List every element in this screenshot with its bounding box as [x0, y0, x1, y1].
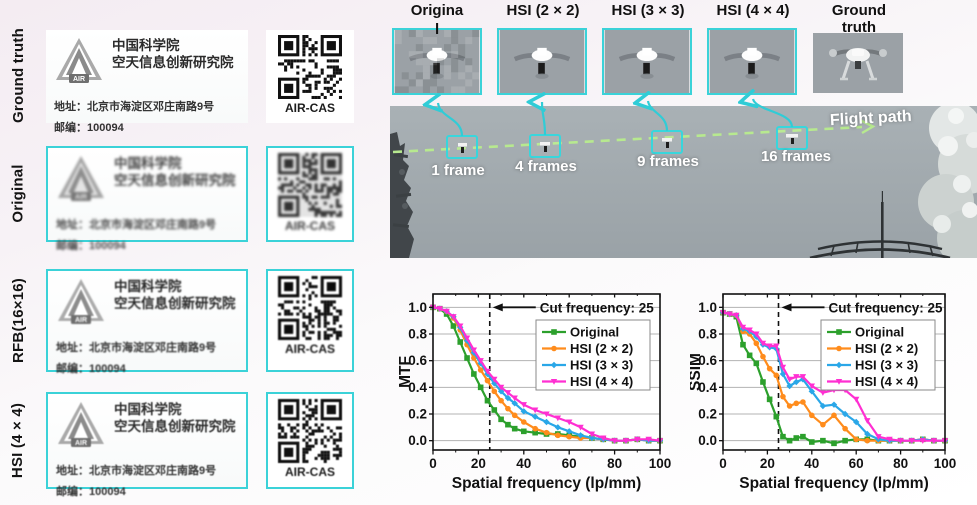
svg-text:Spatial frequency (lp/mm): Spatial frequency (lp/mm): [452, 475, 641, 492]
svg-text:60: 60: [849, 456, 864, 471]
frame-count-label: 9 frames: [637, 153, 699, 170]
crop-label-hsi33: HSI (3 × 3): [611, 2, 685, 19]
row-label-rfb: RFB(16×16): [9, 277, 27, 363]
mtf-chart: Cut frequency: 25 0 20 40 60 80 100 0.0 0.2 0.4 0.…: [398, 282, 700, 500]
institute-card-original: AIR 中国科学院 空天信息创新研究院 地址：北京市海淀区邓庄南路9号 邮编：10…: [46, 146, 248, 252]
row-label-hsi44: HSI (4 × 4): [9, 402, 27, 478]
qr-code: [278, 153, 342, 217]
svg-text:0.6: 0.6: [698, 353, 717, 368]
qr-caption: AIR-CAS: [285, 101, 335, 115]
svg-text:HSI (4 × 4): HSI (4 × 4): [570, 374, 633, 389]
svg-text:0.2: 0.2: [408, 407, 427, 422]
row-label-original: Original: [9, 164, 27, 223]
svg-text:SSIM: SSIM: [690, 353, 704, 391]
svg-text:AIR: AIR: [75, 194, 87, 201]
svg-text:80: 80: [607, 456, 622, 471]
crop-label-ground-truth: Ground truth: [831, 2, 887, 37]
qr-panel-ground-truth: AIR-CAS: [266, 30, 354, 123]
svg-text:AIR: AIR: [75, 317, 87, 324]
drone-crop-ground-truth: [813, 33, 903, 93]
svg-text:100: 100: [934, 456, 957, 471]
ssim-chart: Cut frequency: 25 0 20 40 60 80 100 0.0 0.2 0.4 0.…: [690, 282, 977, 500]
crop-label-original: Origina: [410, 2, 464, 19]
flight-path-dashes: [392, 125, 863, 154]
svg-text:Spatial frequency (lp/mm): Spatial frequency (lp/mm): [739, 475, 928, 492]
air-logo-icon: AIR: [56, 154, 106, 209]
svg-text:0.0: 0.0: [698, 433, 717, 448]
drone-crop-hsi44: [707, 28, 797, 95]
institute-card-rfb: AIR 中国科学院 空天信息创新研究院 地址：北京市海淀区邓庄南路9号 邮编：10…: [46, 269, 248, 375]
svg-text:Cut frequency: 25: Cut frequency: 25: [829, 300, 944, 315]
svg-text:HSI (2 × 2): HSI (2 × 2): [855, 341, 918, 356]
institute-card-ground-truth: AIR 中国科学院 空天信息创新研究院 地址：北京市海淀区邓庄南路9号 邮编：1…: [46, 30, 248, 134]
crop-label-hsi44: HSI (4 × 4): [716, 2, 790, 19]
address-line: 地址：北京市海淀区邓庄南路9号: [54, 101, 215, 113]
svg-text:AIR: AIR: [73, 76, 85, 83]
svg-text:100: 100: [649, 456, 672, 471]
air-logo-icon: AIR: [56, 400, 106, 455]
postcode-line: 邮编：100094: [54, 122, 124, 134]
svg-text:60: 60: [562, 456, 577, 471]
svg-text:HSI (2 × 2): HSI (2 × 2): [570, 341, 633, 356]
qr-code: [278, 35, 342, 99]
drone-crop-original: [392, 28, 482, 95]
svg-text:MTF: MTF: [398, 356, 414, 388]
air-logo-icon: AIR: [54, 36, 104, 91]
svg-text:Original: Original: [855, 325, 904, 340]
org-name: 中国科学院 空天信息创新研究院: [112, 38, 234, 70]
svg-text:40: 40: [804, 456, 819, 471]
svg-text:0.2: 0.2: [698, 407, 717, 422]
svg-text:0.4: 0.4: [408, 380, 427, 395]
crop-label-hsi22: HSI (2 × 2): [506, 2, 580, 19]
qr-panel-original: AIR-CAS: [266, 146, 354, 242]
svg-text:AIR: AIR: [75, 440, 87, 447]
svg-text:HSI (4 × 4): HSI (4 × 4): [855, 374, 918, 389]
institute-card-hsi44: AIR 中国科学院 空天信息创新研究院 地址：北京市海淀区邓庄南路9号 邮编：10…: [46, 392, 248, 498]
svg-text:0.0: 0.0: [408, 433, 427, 448]
svg-text:1.0: 1.0: [408, 300, 427, 315]
svg-text:1.0: 1.0: [698, 300, 717, 315]
qr-code: [278, 399, 342, 463]
svg-text:40: 40: [516, 456, 531, 471]
svg-text:0: 0: [719, 456, 727, 471]
frame-count-label: 4 frames: [515, 158, 577, 175]
flight-scene-image: 1 frame 4 frames 9 frames 16 frames Flig…: [390, 106, 977, 258]
svg-text:0.4: 0.4: [698, 380, 717, 395]
qr-code: [278, 276, 342, 340]
svg-text:20: 20: [471, 456, 486, 471]
svg-text:0.6: 0.6: [408, 353, 427, 368]
svg-text:0: 0: [429, 456, 437, 471]
drone-crop-hsi22: [497, 28, 587, 95]
qr-panel-rfb: AIR-CAS: [266, 269, 354, 372]
svg-text:20: 20: [760, 456, 775, 471]
svg-text:Original: Original: [570, 325, 619, 340]
flight-path-arrowhead-icon: [860, 119, 876, 135]
air-logo-icon: AIR: [56, 277, 106, 332]
frame-count-label: 16 frames: [760, 148, 832, 165]
svg-text:Cut frequency: 25: Cut frequency: 25: [540, 300, 655, 315]
svg-text:0.8: 0.8: [698, 327, 717, 342]
svg-text:0.8: 0.8: [408, 327, 427, 342]
svg-text:80: 80: [893, 456, 908, 471]
crop-label-original-wrap: l: [435, 21, 440, 38]
frame-count-label: 1 frame: [431, 162, 485, 179]
svg-text:HSI (3 × 3): HSI (3 × 3): [855, 358, 918, 373]
qr-panel-hsi44: AIR-CAS: [266, 392, 354, 489]
drone-crop-hsi33: [602, 28, 692, 95]
svg-text:HSI (3 × 3): HSI (3 × 3): [570, 358, 633, 373]
row-label-ground-truth: Ground truth: [9, 28, 27, 123]
